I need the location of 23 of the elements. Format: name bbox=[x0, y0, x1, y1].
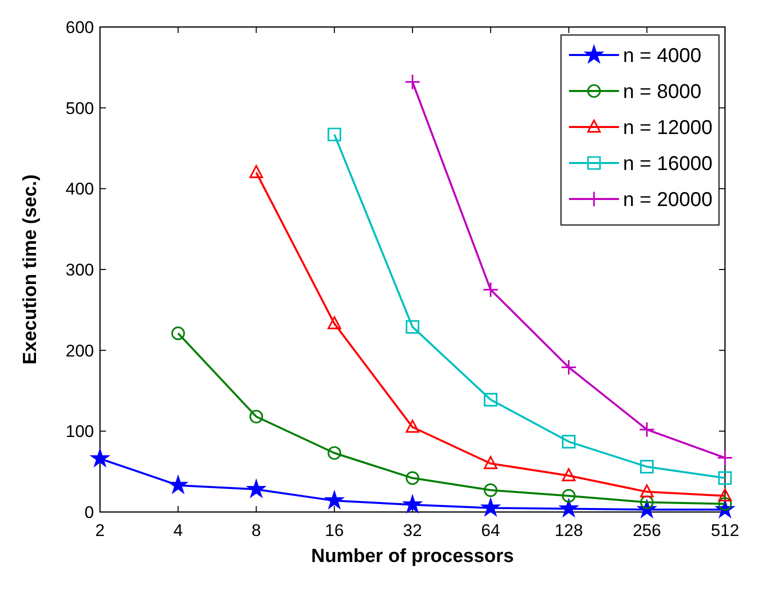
y-tick-label: 600 bbox=[66, 18, 94, 37]
legend-label: n = 8000 bbox=[623, 81, 702, 103]
y-tick-label: 400 bbox=[66, 180, 94, 199]
x-tick-label: 4 bbox=[173, 521, 183, 540]
x-tick-label: 256 bbox=[632, 521, 662, 540]
y-tick-label: 200 bbox=[66, 341, 94, 360]
y-tick-label: 0 bbox=[84, 503, 94, 522]
x-tick-label: 128 bbox=[554, 521, 583, 540]
legend-label: n = 20000 bbox=[623, 189, 713, 211]
y-tick-label: 500 bbox=[66, 98, 94, 118]
y-tick-label: 100 bbox=[66, 422, 94, 442]
legend-label: n = 12000 bbox=[623, 117, 713, 139]
x-tick-label: 8 bbox=[252, 521, 261, 540]
legend-label: n = 16000 bbox=[623, 153, 713, 175]
x-tick-label: 512 bbox=[710, 521, 740, 540]
x-tick-label: 64 bbox=[481, 521, 500, 540]
y-tick-label: 300 bbox=[66, 260, 94, 280]
x-axis-title: Number of processors bbox=[311, 546, 514, 567]
x-tick-label: 16 bbox=[324, 521, 344, 540]
y-axis-title: Execution time (sec.) bbox=[20, 174, 41, 365]
x-tick-label: 2 bbox=[95, 521, 105, 540]
x-tick-label: 32 bbox=[403, 521, 422, 540]
legend-label: n = 4000 bbox=[623, 45, 702, 67]
